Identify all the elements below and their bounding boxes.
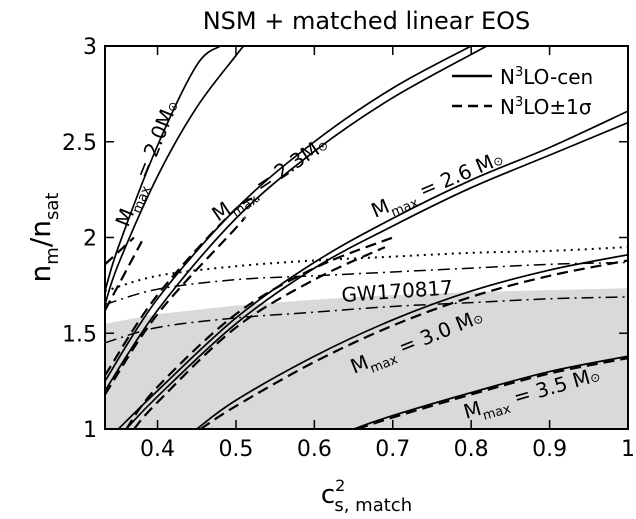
y-ticks: 1 1.5 2 2.5 3: [62, 35, 628, 443]
legend: N3LO-cen N3LO±1σ: [452, 65, 593, 119]
series-line-gw-dashdot-17: [105, 261, 628, 306]
gw-band: [105, 288, 628, 429]
series-line-m35-solid-14: [353, 355, 628, 429]
gw-band-layer: [105, 288, 628, 429]
series-line-m26-solid-9: [125, 121, 628, 429]
series-line-m23-solid-5: [105, 46, 488, 392]
x-tick-label: 1: [621, 437, 635, 462]
legend-item-cen: N3LO-cen: [500, 65, 593, 89]
chart-title: NSM + matched linear EOS: [203, 7, 531, 35]
curve-label-m26: Mmax = 2.6 M⊙: [368, 146, 509, 228]
series-line-m26-dashed-10: [125, 236, 394, 429]
x-tick-label: 0.7: [375, 437, 410, 462]
y-tick-label: 2.5: [62, 131, 97, 156]
series-line-m20-dashed-2: [105, 236, 135, 266]
x-axis-label: c2 s, match: [321, 476, 412, 515]
curve-label-m23: Mmax = 2.3M⊙: [207, 131, 334, 230]
x-ticks: 0.4 0.5 0.6 0.7 0.8 0.9 1: [140, 46, 635, 462]
series-line-m30-dashed-13: [200, 259, 628, 429]
y-tick-label: 1.5: [62, 322, 97, 347]
x-tick-label: 0.5: [218, 437, 253, 462]
y-axis-label: nm/nsat: [24, 193, 63, 283]
series-line-m35-dashed-15: [357, 357, 628, 429]
curve-label-m20: Mmax = 2.0M⊙: [110, 96, 187, 231]
series-line-gw-dashdot-18: [105, 296, 628, 344]
series-line-m23-dashed-6: [105, 197, 260, 376]
series-line-m20-dashed-3: [105, 240, 143, 311]
legend-item-unc: N3LO±1σ: [500, 95, 592, 119]
y-tick-label: 3: [83, 35, 97, 60]
x-tick-label: 0.4: [140, 437, 175, 462]
x-tick-label: 0.6: [297, 437, 332, 462]
series-line-m26-dashed-11: [133, 246, 386, 429]
series-line-gw-dotted-16: [105, 246, 628, 293]
series-line-m20-solid-1: [105, 46, 245, 305]
x-tick-label: 0.8: [454, 437, 489, 462]
series-line-m23-dashed-7: [105, 216, 246, 396]
series-line-m20-solid-0: [105, 46, 221, 292]
x-tick-label: 0.9: [532, 437, 567, 462]
y-tick-label: 2: [83, 227, 97, 252]
series-line-m26-solid-8: [117, 110, 628, 429]
series-line-m23-solid-4: [105, 46, 472, 382]
y-tick-label: 1: [83, 418, 97, 443]
series-layer: [105, 46, 628, 429]
series-line-m30-solid-12: [196, 253, 628, 429]
